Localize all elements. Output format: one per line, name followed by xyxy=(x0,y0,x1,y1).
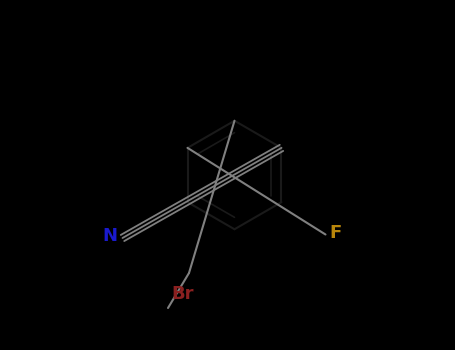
Text: Br: Br xyxy=(172,285,194,303)
Text: F: F xyxy=(329,224,341,242)
Text: N: N xyxy=(102,227,117,245)
